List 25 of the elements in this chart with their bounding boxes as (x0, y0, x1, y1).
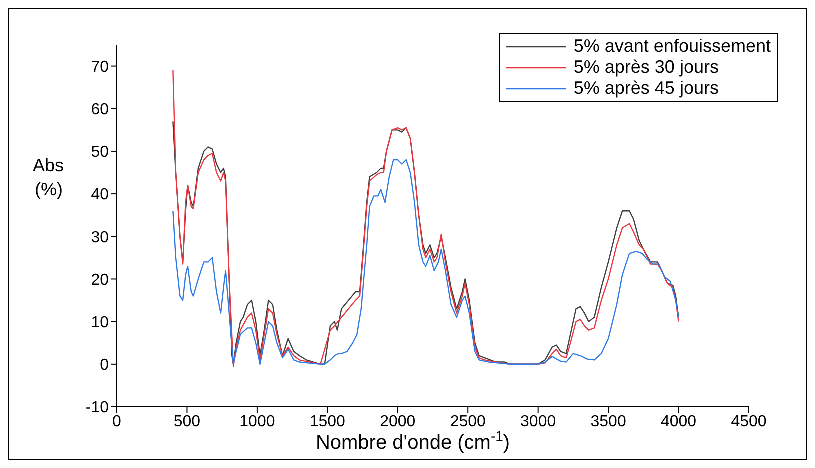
y-tick-label: 50 (91, 144, 110, 162)
x-tick-label: 4500 (731, 413, 767, 430)
x-tick-label: 4000 (660, 413, 697, 430)
x-tick-label: 1500 (310, 413, 346, 430)
x-tick-label: 2000 (380, 413, 416, 430)
y-axis-title: Abs (%) (33, 156, 64, 200)
y-tick-label: 20 (91, 272, 110, 289)
y-tick-label: -10 (86, 400, 110, 417)
line-series (172, 159, 680, 366)
y-tick-label: 10 (91, 314, 110, 332)
y-tick-label: 30 (91, 229, 110, 246)
y-tick-label: 0 (100, 357, 110, 374)
x-tick-label: 500 (174, 413, 201, 430)
y-tick-label: 60 (91, 102, 110, 119)
x-tick-label: 1000 (240, 413, 276, 430)
x-tick-label: 3000 (520, 413, 556, 430)
x-tick-label: 2500 (450, 413, 486, 430)
legend-label: 5% après 30 jours (574, 57, 719, 78)
x-tick-label: 0 (112, 413, 122, 430)
legend-label: 5% après 45 jours (574, 78, 719, 99)
y-tick-label: 40 (91, 186, 110, 204)
y-tick-label: 70 (91, 58, 110, 76)
x-axis-title: Nombre d'onde (cm$^{-1}$) (316, 428, 510, 454)
legend-label: 5% avant enfouissement (574, 36, 771, 57)
x-tick-label: 3500 (590, 413, 626, 430)
